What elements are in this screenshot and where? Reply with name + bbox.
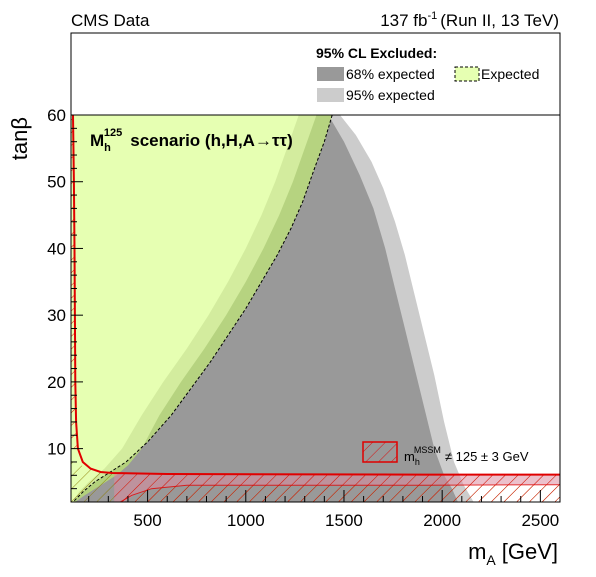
band-95-lower-overlay bbox=[71, 115, 299, 502]
mh-lower-boundary-line bbox=[119, 484, 560, 502]
y-tick-label: 10 bbox=[47, 440, 66, 459]
band-68-inner bbox=[73, 115, 333, 502]
luminosity-exponent: -1 bbox=[427, 10, 437, 22]
x-tick-label: 2500 bbox=[521, 511, 559, 530]
x-tick-label: 1000 bbox=[227, 511, 265, 530]
legend-swatch-expected bbox=[454, 66, 480, 82]
band-68-inner-dark bbox=[73, 115, 333, 502]
luminosity-label: 137 fb-1 (Run II, 13 TeV) bbox=[380, 10, 559, 30]
mh-legend-label: mhMSSM ≠ 125 ± 3 GeV bbox=[404, 445, 529, 467]
x-axis-title: mA [GeV] bbox=[468, 539, 558, 568]
plot-area bbox=[71, 115, 560, 502]
x-tick-label: 1500 bbox=[325, 511, 363, 530]
legend-swatch-68 bbox=[317, 67, 344, 81]
mh-hatch-band-lines bbox=[114, 473, 560, 502]
y-tick-label: 20 bbox=[47, 373, 66, 392]
scenario-label: Mh125 scenario (h,H,A→ττ) bbox=[90, 127, 293, 154]
experiment-label: CMS Data bbox=[71, 11, 150, 30]
x-tick-label: 2000 bbox=[423, 511, 461, 530]
legend-label-68: 68% expected bbox=[346, 66, 435, 82]
y-axis-title: tanβ bbox=[7, 117, 32, 160]
y-tick-label: 40 bbox=[47, 239, 66, 258]
y-tick-label: 60 bbox=[47, 106, 66, 125]
mh-legend-swatch bbox=[362, 441, 398, 463]
mh-boundary-line bbox=[72, 115, 560, 476]
legend-label-expected: Expected bbox=[481, 66, 539, 82]
mh-legend: mhMSSM ≠ 125 ± 3 GeV bbox=[362, 441, 529, 467]
legend-title: 95% CL Excluded: bbox=[316, 45, 437, 61]
legend-swatch-95 bbox=[317, 88, 344, 102]
y-tick-label: 50 bbox=[47, 173, 66, 192]
scenario-subscript: h bbox=[104, 142, 111, 154]
plot-frame bbox=[70, 114, 561, 503]
legend: 95% CL Excluded: 68% expected 95% expect… bbox=[316, 45, 539, 103]
legend-label-95: 95% expected bbox=[346, 87, 435, 103]
x-tick-label: 500 bbox=[133, 511, 161, 530]
y-tick-label: 30 bbox=[47, 306, 66, 325]
axes: 500 1000 1500 2000 2500 10 20 30 40 50 60 bbox=[47, 106, 561, 530]
scenario-superscript: 125 bbox=[104, 127, 122, 139]
